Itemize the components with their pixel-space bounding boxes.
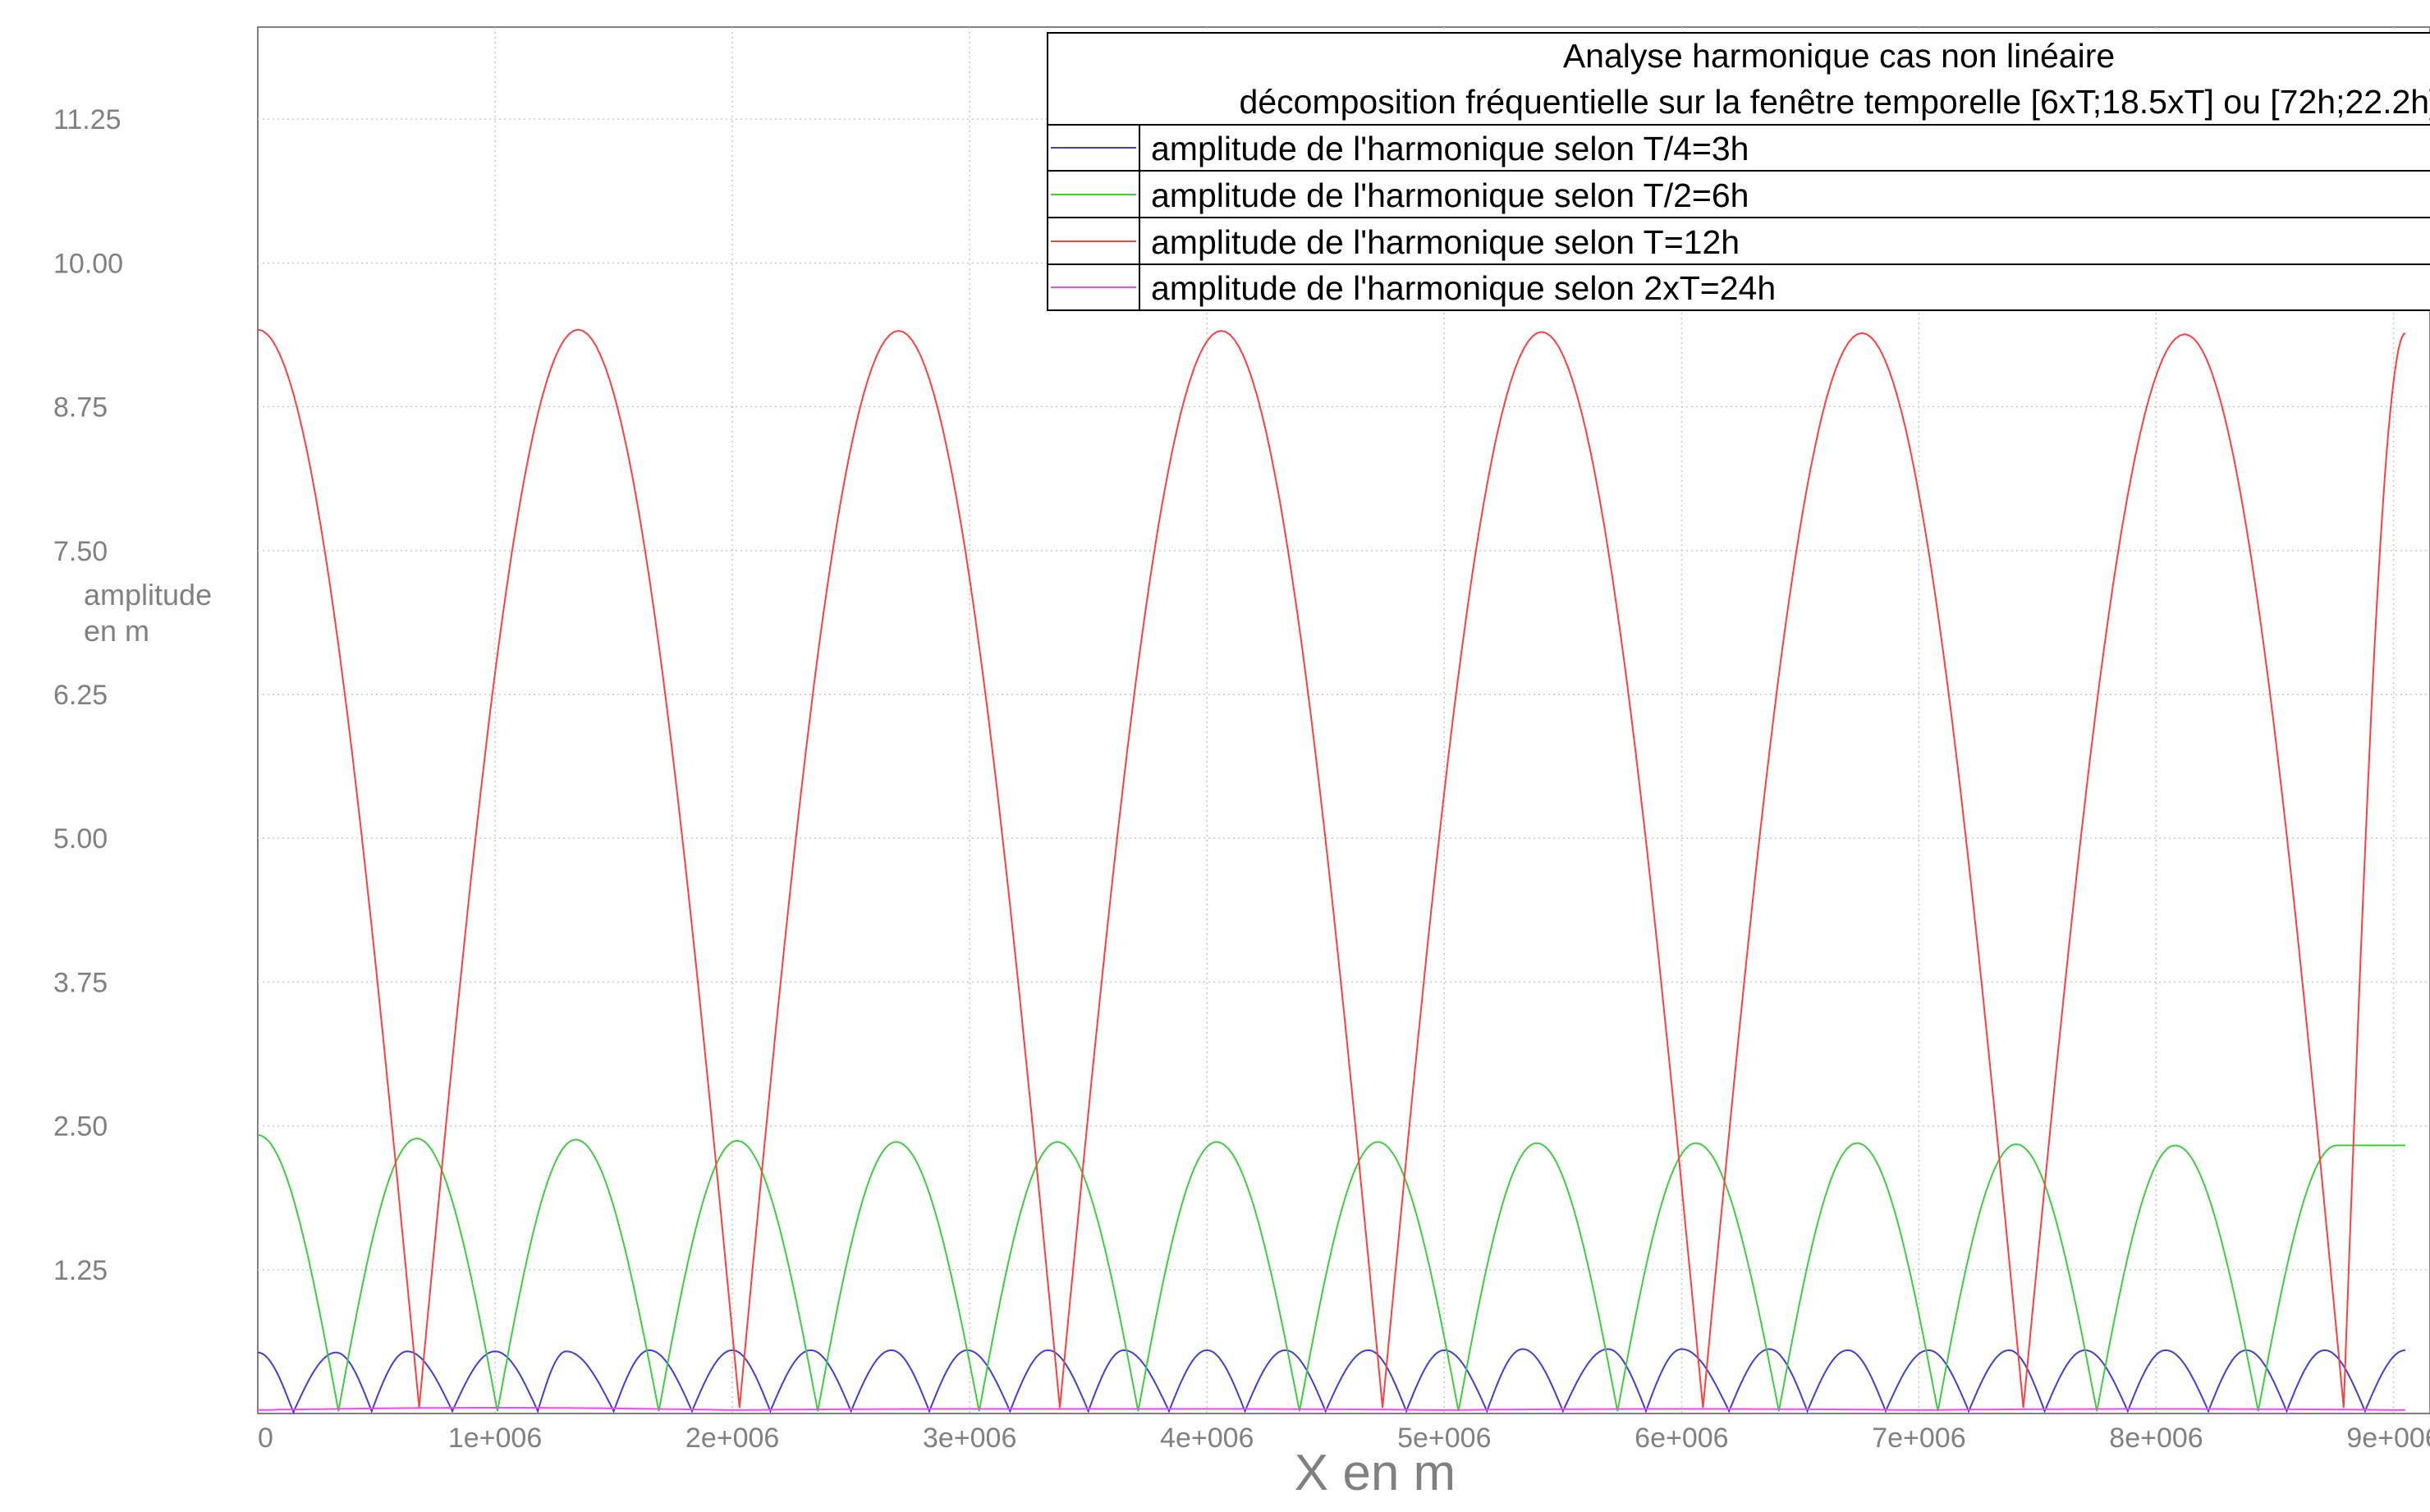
legend-label-24h: amplitude de l'harmonique selon 2xT=24h [1151,269,1776,307]
series-lines [257,328,2406,1415]
legend-subtitle: décomposition fréquentielle sur la fenêt… [1240,83,2430,121]
legend-title: Analyse harmonique cas non linéaire [1563,37,2115,75]
y-tick-label: 2.50 [53,1111,108,1143]
x-tick-label: 7e+006 [1872,1423,1965,1454]
x-tick-label: 8e+006 [2109,1423,2203,1454]
x-tick-label: 0 [258,1423,273,1454]
legend-label-3h: amplitude de l'harmonique selon T/4=3h [1151,130,1749,167]
x-tick-label: 9e+006 [2346,1423,2430,1454]
y-axis-title-line2: en m [84,614,149,648]
x-tick-label: 4e+006 [1160,1423,1254,1454]
series-line-12h [257,328,2406,1409]
legend-label-12h: amplitude de l'harmonique selon T=12h [1151,223,1740,261]
y-tick-label: 8.75 [53,392,108,424]
x-axis-title: X en m [1295,1445,1456,1501]
x-tick-labels: 0 1e+006 2e+006 3e+006 4e+006 5e+006 6e+006 7e+… [258,1423,2430,1454]
series-line-6h [257,1134,2405,1412]
y-tick-label: 6.25 [53,680,108,711]
y-tick-labels: 1.25 2.50 3.75 5.00 6.25 7.50 8.75 10.00 11.25 [53,104,123,1286]
x-tick-label: 1e+006 [448,1423,542,1454]
legend: Analyse harmonique cas non linéaire déco… [1047,32,2430,311]
y-axis-title-line1: amplitude [84,578,212,612]
y-tick-label: 1.25 [53,1255,108,1286]
x-tick-label: 3e+006 [923,1423,1016,1454]
y-tick-label: 5.00 [53,823,108,855]
y-tick-label: 11.25 [53,104,122,135]
x-tick-label: 2e+006 [685,1423,779,1454]
y-tick-label: 3.75 [53,967,108,998]
y-tick-label: 10.00 [53,248,123,279]
series-line-3h [257,1348,2406,1415]
x-tick-label: 5e+006 [1397,1423,1491,1454]
y-tick-label: 7.50 [53,536,108,567]
x-tick-label: 6e+006 [1635,1423,1728,1454]
legend-label-6h: amplitude de l'harmonique selon T/2=6h [1151,176,1749,214]
series-line-24h [257,1407,2406,1411]
